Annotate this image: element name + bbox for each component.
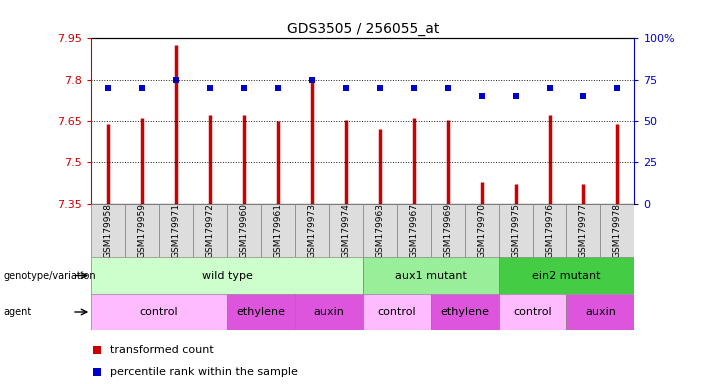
Bar [125,204,159,257]
Text: auxin: auxin [585,307,616,317]
Text: GSM179977: GSM179977 [579,203,588,258]
Text: percentile rank within the sample: percentile rank within the sample [110,366,298,377]
Text: GSM179959: GSM179959 [137,203,147,258]
Text: control: control [139,307,178,317]
Bar [498,257,634,294]
Bar [601,204,634,257]
Text: GSM179978: GSM179978 [613,203,622,258]
Bar [363,294,430,330]
Text: GSM179961: GSM179961 [273,203,283,258]
Bar [498,204,533,257]
Text: control: control [377,307,416,317]
Bar [227,204,261,257]
Text: aux1 mutant: aux1 mutant [395,270,467,281]
Bar [363,257,498,294]
Text: GSM179967: GSM179967 [409,203,418,258]
Title: GDS3505 / 256055_at: GDS3505 / 256055_at [287,22,439,36]
Bar [227,294,295,330]
Text: GSM179960: GSM179960 [240,203,248,258]
Text: control: control [513,307,552,317]
Text: GSM179973: GSM179973 [307,203,316,258]
Bar [397,204,430,257]
Text: GSM179975: GSM179975 [511,203,520,258]
Text: ethylene: ethylene [236,307,285,317]
Text: auxin: auxin [313,307,344,317]
Text: GSM179969: GSM179969 [443,203,452,258]
Bar [533,204,566,257]
Text: GSM179974: GSM179974 [341,203,350,258]
Bar [566,294,634,330]
Text: GSM179970: GSM179970 [477,203,486,258]
Text: GSM179971: GSM179971 [172,203,181,258]
Bar [261,204,295,257]
Bar [498,294,566,330]
Bar [465,204,498,257]
Bar [329,204,363,257]
Text: agent: agent [4,307,32,317]
Bar [295,204,329,257]
Text: wild type: wild type [201,270,252,281]
Bar [159,204,193,257]
Text: GSM179976: GSM179976 [545,203,554,258]
Bar [295,294,363,330]
Bar [91,204,125,257]
Text: GSM179963: GSM179963 [375,203,384,258]
Text: transformed count: transformed count [110,345,214,355]
Text: ethylene: ethylene [440,307,489,317]
Bar [193,204,227,257]
Text: ein2 mutant: ein2 mutant [532,270,601,281]
Text: GSM179958: GSM179958 [104,203,113,258]
Bar [363,204,397,257]
Text: genotype/variation: genotype/variation [4,271,96,281]
Text: GSM179972: GSM179972 [205,203,215,258]
Bar [91,257,363,294]
Bar [566,204,601,257]
Bar [91,294,227,330]
Bar [430,204,465,257]
Bar [430,294,498,330]
